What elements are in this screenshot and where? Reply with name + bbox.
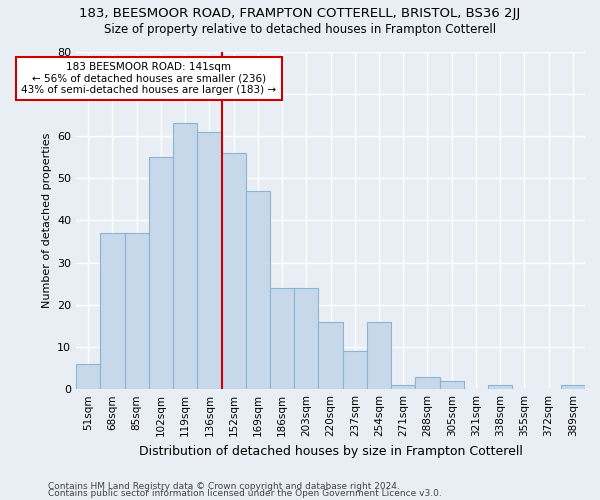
Bar [415,376,440,389]
X-axis label: Distribution of detached houses by size in Frampton Cotterell: Distribution of detached houses by size … [139,444,523,458]
Text: Contains public sector information licensed under the Open Government Licence v3: Contains public sector information licen… [48,489,442,498]
Bar [76,364,100,389]
Bar [270,288,294,389]
Bar [391,385,415,389]
Bar [367,322,391,389]
Bar [319,322,343,389]
Bar [125,233,149,389]
Y-axis label: Number of detached properties: Number of detached properties [41,132,52,308]
Bar [100,233,125,389]
Bar [343,351,367,389]
Text: 183 BEESMOOR ROAD: 141sqm
← 56% of detached houses are smaller (236)
43% of semi: 183 BEESMOOR ROAD: 141sqm ← 56% of detac… [21,62,277,96]
Bar [488,385,512,389]
Bar [197,132,221,389]
Text: 183, BEESMOOR ROAD, FRAMPTON COTTERELL, BRISTOL, BS36 2JJ: 183, BEESMOOR ROAD, FRAMPTON COTTERELL, … [79,8,521,20]
Text: Size of property relative to detached houses in Frampton Cotterell: Size of property relative to detached ho… [104,22,496,36]
Bar [294,288,319,389]
Bar [440,380,464,389]
Bar [149,157,173,389]
Bar [173,124,197,389]
Bar [221,153,246,389]
Bar [561,385,585,389]
Bar [246,191,270,389]
Text: Contains HM Land Registry data © Crown copyright and database right 2024.: Contains HM Land Registry data © Crown c… [48,482,400,491]
